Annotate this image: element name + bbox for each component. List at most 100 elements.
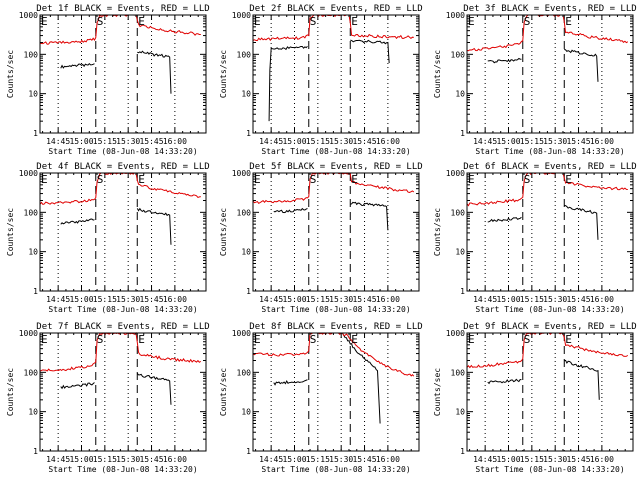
marker-label: S — [97, 15, 104, 28]
y-tick-label: 10 — [241, 408, 251, 417]
x-tick-label: 15:30 — [329, 295, 353, 304]
y-tick-label: 1000 — [446, 329, 465, 338]
y-tick-label: 100 — [451, 368, 466, 377]
plot-frame — [466, 172, 634, 292]
x-axis-label: Start Time (08-Jun-08 14:33:20) — [475, 465, 624, 474]
y-axis-label: Counts/sec — [219, 50, 228, 98]
y-tick-label: 1 — [33, 287, 38, 296]
series-events — [60, 373, 172, 405]
series-lld — [252, 332, 415, 377]
x-tick-label: 16:00 — [376, 295, 400, 304]
y-tick-label: 1 — [460, 447, 465, 456]
series-line — [564, 204, 599, 240]
x-tick-label: 15:00 — [69, 137, 93, 146]
series-lld — [252, 14, 414, 42]
x-tick-label: 15:00 — [69, 455, 93, 464]
x-tick-label: 15:30 — [116, 137, 140, 146]
series-line — [487, 57, 522, 64]
x-tick-label: 15:45 — [566, 137, 590, 146]
y-axis-label: Counts/sec — [6, 50, 15, 98]
x-tick-label: 14:45 — [259, 137, 283, 146]
marker-label: E — [468, 15, 475, 28]
marker-label: E — [351, 333, 358, 346]
y-axis-label: Counts/sec — [433, 50, 442, 98]
series-lld — [39, 331, 202, 372]
x-tick-label: 15:45 — [352, 295, 376, 304]
marker-label: S — [310, 15, 317, 28]
y-tick-label: 1 — [246, 129, 251, 138]
x-axis-label: Start Time (08-Jun-08 14:33:20) — [261, 147, 410, 156]
x-axis-label: Start Time (08-Jun-08 14:33:20) — [48, 305, 197, 314]
x-tick-label: 15:45 — [139, 137, 163, 146]
marker-label: S — [97, 173, 104, 186]
y-tick-label: 10 — [241, 90, 251, 99]
y-tick-label: 1 — [33, 447, 38, 456]
y-tick-label: 1000 — [446, 11, 465, 20]
series-events — [487, 204, 599, 240]
marker-label: E — [468, 333, 475, 346]
series-line — [39, 172, 201, 206]
panel-title: Det 5f BLACK = Events, RED = LLD — [249, 162, 422, 172]
marker-label: S — [310, 173, 317, 186]
x-tick-label: 15:45 — [139, 455, 163, 464]
x-axis-label: Start Time (08-Jun-08 14:33:20) — [48, 465, 197, 474]
y-tick-label: 100 — [24, 208, 39, 217]
series-lld — [466, 14, 629, 52]
series-line — [466, 14, 629, 52]
marker-label: S — [310, 333, 317, 346]
series-lld — [466, 332, 629, 369]
y-tick-label: 10 — [28, 248, 38, 257]
series-events — [273, 332, 381, 424]
series-line — [60, 218, 95, 225]
marker-label: E — [254, 333, 261, 346]
series-line — [252, 332, 415, 377]
marker-label: E — [468, 173, 475, 186]
y-tick-label: 1000 — [232, 329, 251, 338]
x-tick-label: 14:45 — [259, 455, 283, 464]
y-axis-label: Counts/sec — [6, 368, 15, 416]
series-line — [350, 39, 390, 64]
x-tick-label: 15:45 — [352, 137, 376, 146]
marker-label: E — [565, 333, 572, 346]
panel-title: Det 7f BLACK = Events, RED = LLD — [36, 322, 209, 332]
marker-label: S — [524, 15, 531, 28]
y-tick-label: 100 — [451, 208, 466, 217]
y-tick-label: 1000 — [232, 169, 251, 178]
y-tick-label: 1000 — [446, 169, 465, 178]
x-tick-label: 14:45 — [259, 295, 283, 304]
x-tick-label: 15:15 — [306, 295, 330, 304]
y-tick-label: 10 — [28, 408, 38, 417]
series-line — [273, 379, 308, 386]
y-tick-label: 1000 — [19, 11, 38, 20]
x-tick-label: 14:45 — [473, 455, 497, 464]
x-tick-label: 15:30 — [543, 137, 567, 146]
y-tick-label: 100 — [237, 50, 252, 59]
x-axis-label: Start Time (08-Jun-08 14:33:20) — [475, 147, 624, 156]
y-tick-label: 10 — [28, 90, 38, 99]
series-line — [487, 216, 522, 223]
marker-label: S — [524, 333, 531, 346]
y-tick-label: 1000 — [19, 169, 38, 178]
x-axis-label: Start Time (08-Jun-08 14:33:20) — [261, 465, 410, 474]
y-tick-label: 1000 — [19, 329, 38, 338]
series-line — [341, 332, 381, 424]
plot-frame — [39, 172, 207, 292]
plot-frame — [252, 172, 420, 292]
x-tick-label: 15:15 — [520, 455, 544, 464]
plot-frame — [252, 14, 420, 134]
y-tick-label: 100 — [24, 50, 39, 59]
x-tick-label: 15:15 — [520, 137, 544, 146]
y-tick-label: 100 — [451, 50, 466, 59]
y-tick-label: 1 — [246, 447, 251, 456]
x-tick-label: 15:00 — [496, 137, 520, 146]
x-tick-label: 14:45 — [46, 295, 70, 304]
series-line — [252, 172, 415, 205]
y-tick-label: 1 — [33, 129, 38, 138]
series-line — [39, 14, 201, 45]
